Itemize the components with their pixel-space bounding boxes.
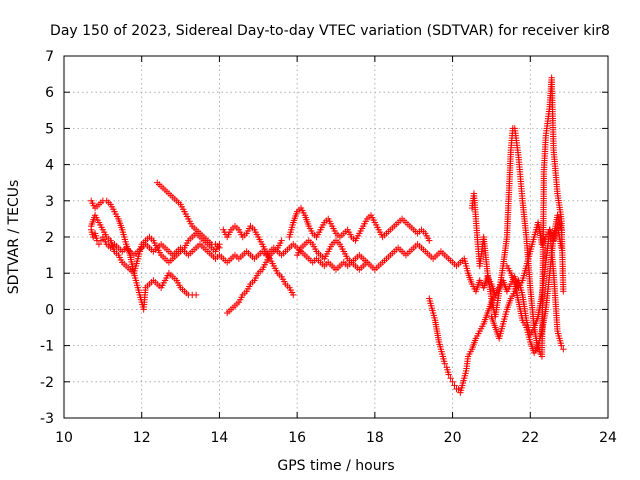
y-tick-label: 3	[45, 194, 54, 210]
series-8	[426, 291, 499, 396]
data-point	[441, 360, 448, 367]
data-point	[449, 378, 456, 385]
data-point	[95, 241, 103, 248]
y-tick-label: 4	[45, 158, 54, 174]
axis-ticks	[63, 55, 609, 419]
x-tick-label: 22	[521, 430, 539, 446]
data-point	[426, 237, 433, 244]
series-5	[224, 237, 285, 317]
data-point	[445, 371, 452, 378]
y-tick-label: -3	[40, 411, 54, 427]
chart-title: Day 150 of 2023, Sidereal Day-to-day VTE…	[50, 23, 610, 39]
x-tick-label: 10	[55, 430, 73, 446]
x-tick-label: 14	[211, 430, 229, 446]
data-point	[278, 237, 285, 244]
data-point	[363, 259, 371, 266]
y-axis-label: SDTVAR / TECUs	[6, 180, 22, 295]
data-point	[560, 288, 567, 295]
y-tick-label: 7	[45, 49, 54, 65]
y-tick-label: 2	[45, 230, 54, 246]
grid	[64, 56, 608, 418]
x-tick-labels: 10 12 14 16 18 20 22 24	[55, 430, 617, 446]
series-1	[88, 197, 200, 313]
series-3	[154, 179, 223, 252]
x-tick-label: 16	[288, 430, 306, 446]
data-point	[290, 291, 297, 299]
y-tick-label: -1	[40, 339, 54, 355]
data-point	[97, 237, 105, 244]
x-axis-label: GPS time / hours	[277, 458, 394, 474]
data-point	[216, 244, 223, 252]
series-11	[503, 212, 565, 357]
x-tick-label: 12	[133, 430, 151, 446]
data-point	[192, 291, 200, 299]
series-9	[468, 74, 567, 360]
data-point	[492, 291, 499, 299]
y-tick-label: 1	[45, 266, 54, 282]
data-points	[88, 74, 567, 396]
data-point	[447, 374, 454, 382]
series-6	[286, 204, 433, 244]
series-7	[293, 237, 371, 273]
data-point	[558, 226, 565, 233]
x-tick-label: 20	[444, 430, 462, 446]
data-point	[560, 346, 567, 353]
x-tick-label: 24	[599, 430, 617, 446]
data-point	[451, 382, 458, 389]
y-tick-label: 5	[45, 121, 54, 137]
y-tick-label: 6	[45, 85, 54, 101]
y-tick-label: 0	[45, 302, 54, 318]
x-tick-label: 18	[366, 430, 384, 446]
data-point	[558, 342, 565, 349]
y-tick-labels: -3 -2 -1 0 1 2 3 4 5 6 7	[40, 49, 54, 427]
series-0	[88, 219, 565, 299]
y-tick-label: -2	[40, 375, 54, 391]
